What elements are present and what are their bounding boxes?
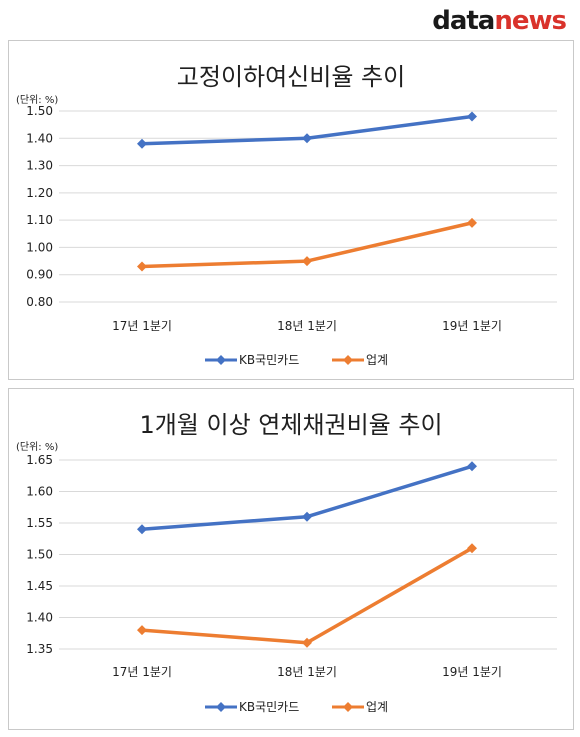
data-point	[137, 524, 147, 535]
y-tick-label: 0.90	[26, 268, 53, 282]
series-line	[140, 546, 474, 645]
y-tick-label: 1.45	[26, 579, 53, 593]
data-point	[302, 256, 312, 267]
data-point	[137, 261, 147, 272]
datanews-logo: datanews	[432, 6, 567, 36]
data-point	[467, 217, 477, 228]
y-tick-label: 1.40	[26, 131, 53, 145]
y-tick-label: 1.30	[26, 159, 53, 173]
y-tick-label: 1.65	[26, 453, 53, 467]
legend-label: 업계	[366, 353, 388, 367]
legend-marker	[216, 355, 226, 365]
legend-marker	[343, 702, 353, 712]
y-tick-label: 1.40	[26, 611, 53, 625]
x-tick-label: 17년 1분기	[112, 665, 172, 679]
chart-npl-ratio: 고정이하여신비율 추이 (단위: %)1.50 1.40 1.30 1.20 1.10 1.…	[16, 63, 557, 367]
y-tick-label: 1.00	[26, 240, 53, 254]
chart-title: 1개월 이상 연체채권비율 추이	[139, 411, 442, 439]
data-point	[467, 461, 477, 472]
legend-marker	[343, 355, 353, 365]
data-point	[302, 511, 312, 522]
y-tick-label: 1.35	[26, 642, 53, 656]
legend-label: KB국민카드	[239, 353, 299, 367]
y-tick-label: 0.80	[26, 295, 53, 309]
y-tick-label: 1.20	[26, 186, 53, 200]
legend-marker	[216, 702, 226, 712]
legend-label: 업계	[366, 700, 388, 714]
y-tick-label: 1.55	[26, 516, 53, 530]
unit-label: (단위: %)	[16, 440, 58, 453]
data-point	[137, 625, 147, 636]
chart-delinquency-ratio: 1개월 이상 연체채권비율 추이 (단위: %)1.65 1.60 1.55 1.50 1…	[16, 411, 557, 714]
data-point	[467, 111, 477, 122]
x-tick-label: 19년 1분기	[442, 665, 502, 679]
x-tick-label: 19년 1분기	[442, 319, 502, 333]
data-point	[302, 637, 312, 648]
chart-panel-npl-ratio: 고정이하여신비율 추이 (단위: %) 1.50 1.40 1.30 1.20 1.10 1.…	[8, 40, 574, 380]
data-point	[137, 138, 147, 149]
y-tick-label: 1.50	[26, 548, 53, 562]
x-tick-label: 18년 1분기	[277, 319, 337, 333]
x-tick-label: 18년 1분기	[277, 665, 337, 679]
logo-main: data	[432, 6, 495, 36]
legend-label: KB국민카드	[239, 700, 299, 714]
y-tick-label: 1.50	[26, 104, 53, 118]
unit-label: (단위: %)	[16, 93, 58, 106]
chart-title: 고정이하여신비율 추이	[177, 63, 405, 91]
data-point	[302, 133, 312, 144]
data-point	[467, 543, 477, 554]
y-tick-label: 1.60	[26, 485, 53, 499]
chart-panel-delinquency-ratio: 1개월 이상 연체채권비율 추이 (단위: %) 1.65 1.60 1.55 1.50 1…	[8, 388, 574, 730]
y-tick-label: 1.10	[26, 213, 53, 227]
logo-accent: news	[494, 6, 567, 36]
x-tick-label: 17년 1분기	[112, 319, 172, 333]
